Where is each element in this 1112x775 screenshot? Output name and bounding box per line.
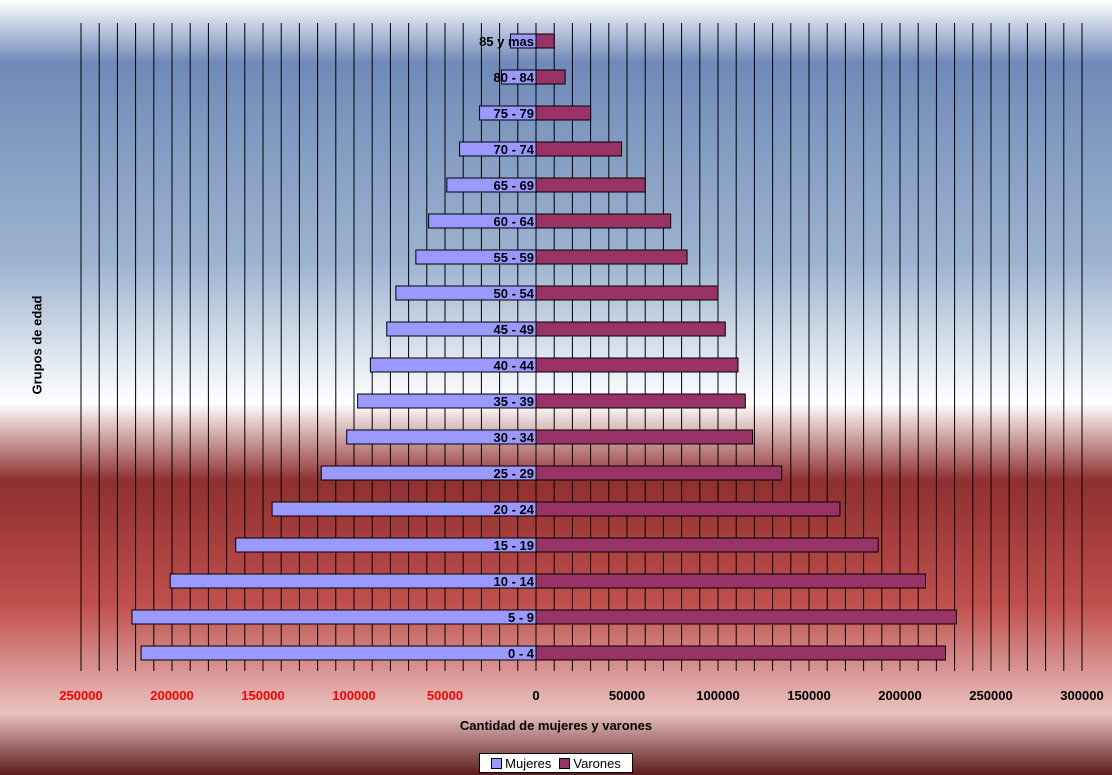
y-axis-label: Grupos de edad [29,295,45,395]
bar-mujeres-2 [169,573,537,589]
bar-varones-0 [535,645,946,661]
x-tick-label: 150000 [241,688,284,703]
legend-swatch-varones [559,757,571,769]
bar-mujeres-3 [235,537,537,553]
legend-item-varones: Varones [559,755,621,771]
category-label: 15 - 19 [494,538,534,553]
category-label: 60 - 64 [494,214,535,229]
bar-varones-14 [535,141,623,157]
bar-varones-2 [535,573,926,589]
bar-varones-10 [535,285,719,301]
category-label: 35 - 39 [494,394,534,409]
bar-varones-5 [535,465,783,481]
bar-mujeres-1 [131,609,537,625]
category-label: 85 y mas [479,34,534,49]
category-label: 65 - 69 [494,178,534,193]
bar-varones-6 [535,429,754,445]
bar-varones-12 [535,213,672,229]
bar-varones-8 [535,357,739,373]
legend-swatch-mujeres [491,757,503,769]
x-tick-label: 300000 [1060,688,1103,703]
x-tick-label: 150000 [787,688,830,703]
category-label: 20 - 24 [494,502,535,517]
bar-varones-3 [535,537,879,553]
bar-varones-17 [535,33,555,49]
category-label: 30 - 34 [494,430,535,445]
legend-label-mujeres: Mujeres [505,755,552,771]
category-label: 40 - 44 [494,358,535,373]
category-label: 25 - 29 [494,466,534,481]
legend-label-varones: Varones [573,755,621,771]
category-label: 50 - 54 [494,286,535,301]
bar-mujeres-0 [140,645,537,661]
x-axis-label: Cantidad de mujeres y varones [459,718,653,733]
bar-varones-15 [535,105,592,121]
category-label: 45 - 49 [494,322,534,337]
bar-varones-13 [535,177,646,193]
bar-varones-1 [535,609,957,625]
category-label: 0 - 4 [508,646,535,661]
category-label: 75 - 79 [494,106,534,121]
legend-item-mujeres: Mujeres [491,756,551,771]
x-tick-label: 50000 [609,688,645,703]
bar-varones-7 [535,393,746,409]
legend: Mujeres Varones [479,753,633,773]
category-label: 70 - 74 [494,142,535,157]
x-tick-label: 200000 [150,688,193,703]
x-tick-label: 0 [532,688,539,703]
bar-varones-16 [535,69,566,85]
bar-varones-9 [535,321,726,337]
category-label: 80 - 84 [494,70,535,85]
bar-varones-4 [535,501,841,517]
category-label: 5 - 9 [508,610,534,625]
bar-varones-11 [535,249,688,265]
x-tick-label: 100000 [332,688,375,703]
category-label: 10 - 14 [494,574,535,589]
x-tick-label: 250000 [969,688,1012,703]
x-tick-label: 50000 [427,688,463,703]
x-tick-label: 100000 [696,688,739,703]
x-tick-label: 250000 [59,688,102,703]
x-tick-label: 200000 [878,688,921,703]
category-label: 55 - 59 [494,250,534,265]
